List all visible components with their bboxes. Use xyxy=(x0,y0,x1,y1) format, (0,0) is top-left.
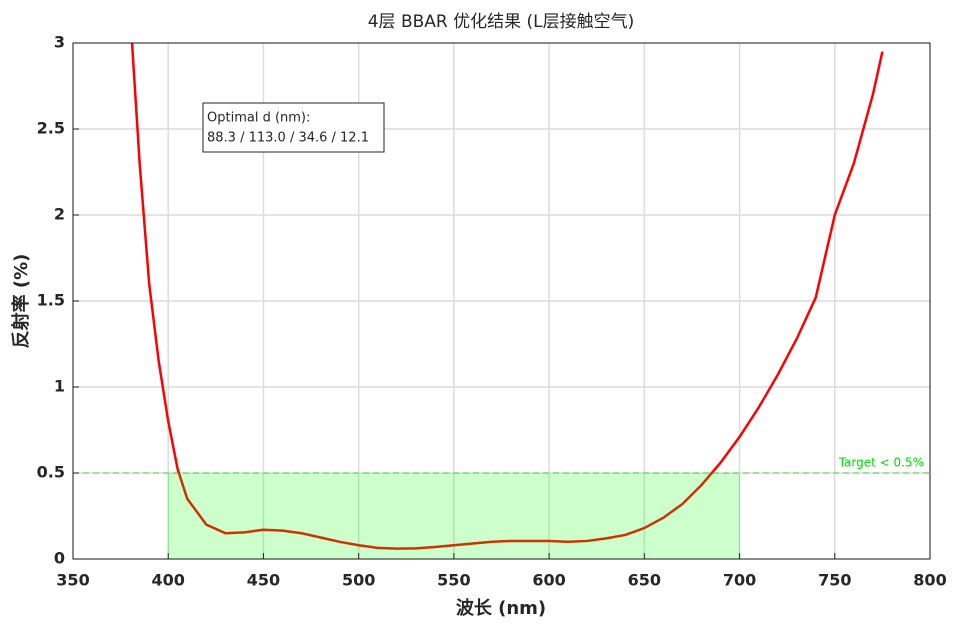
x-tick-label: 400 xyxy=(152,571,185,590)
x-tick-label: 600 xyxy=(532,571,565,590)
y-tick-label: 2 xyxy=(54,205,65,224)
x-tick-label: 650 xyxy=(628,571,661,590)
x-axis-label: 波长 (nm) xyxy=(456,597,546,619)
annotation-box xyxy=(202,102,385,153)
x-tick-label: 450 xyxy=(247,571,280,590)
y-tick-label: 2.5 xyxy=(37,119,65,138)
x-tick-label: 350 xyxy=(56,571,89,590)
x-tick-label: 550 xyxy=(437,571,470,590)
x-tick-label: 700 xyxy=(723,571,756,590)
y-axis-label: 反射率 (%) xyxy=(10,254,32,349)
x-tick-label: 800 xyxy=(913,571,946,590)
y-tick-label: 3 xyxy=(54,33,65,52)
y-tick-label: 1.5 xyxy=(37,291,65,310)
target-label: Target < 0.5% xyxy=(838,456,924,470)
y-tick-label: 0 xyxy=(54,549,65,568)
x-tick-label: 500 xyxy=(342,571,375,590)
annotation-line: 88.3 / 113.0 / 34.6 / 12.1 xyxy=(207,131,369,146)
chart-title: 4层 BBAR 优化结果 (L层接触空气) xyxy=(368,12,635,32)
y-tick-label: 0.5 xyxy=(37,463,65,482)
x-tick-label: 750 xyxy=(818,571,851,590)
annotation-line: Optimal d (nm): xyxy=(207,111,310,126)
target-band xyxy=(168,473,740,559)
reflectance-line xyxy=(130,43,884,550)
y-tick-label: 1 xyxy=(54,377,65,396)
